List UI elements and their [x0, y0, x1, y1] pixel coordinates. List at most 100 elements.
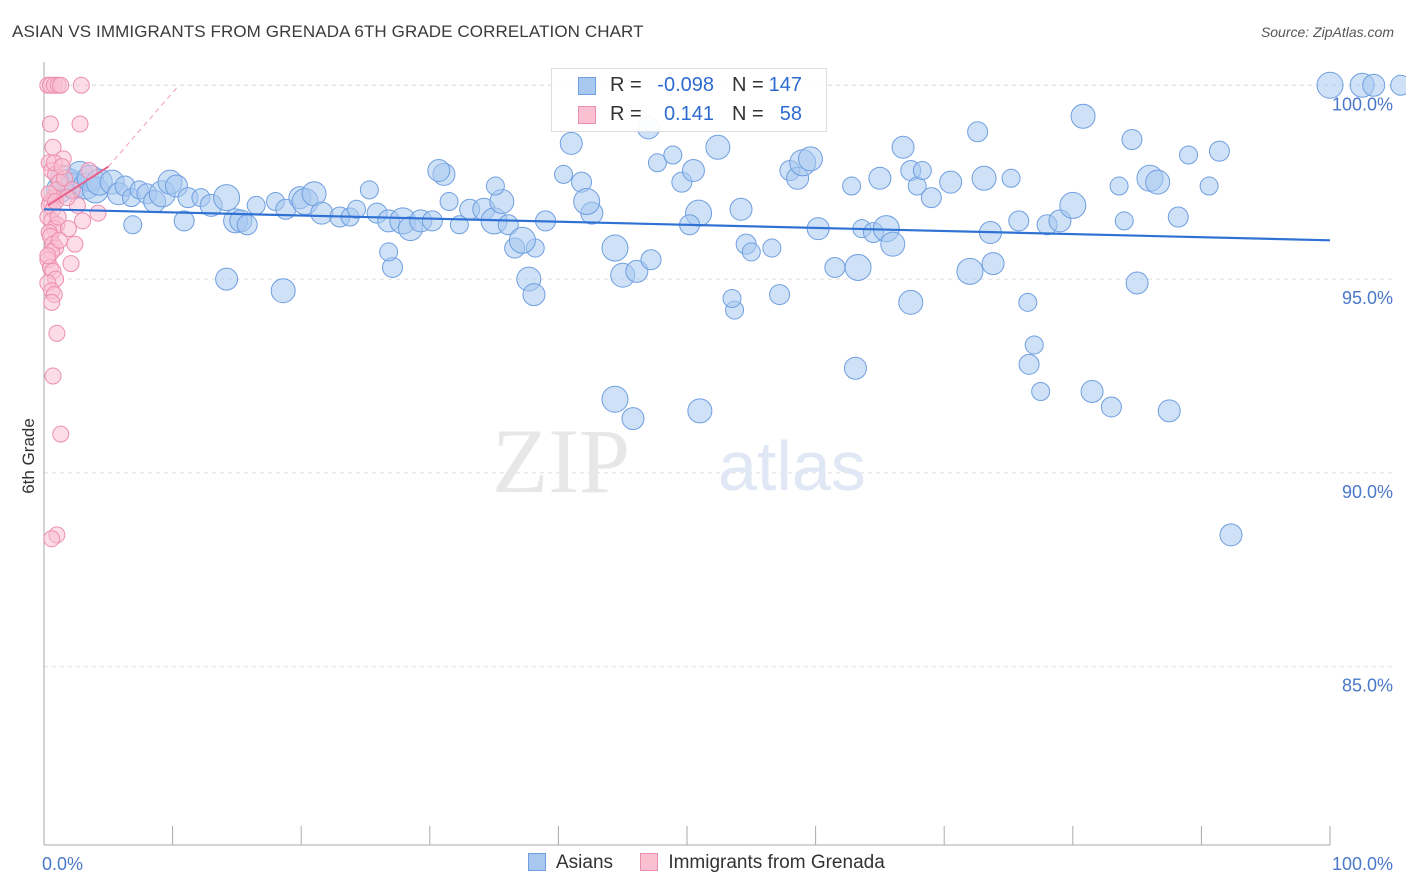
grenada-trend-line: [47, 165, 109, 207]
legend-r-value: -0.098: [657, 74, 714, 96]
asian-point: [573, 188, 601, 216]
asian-point: [1109, 176, 1129, 196]
asian-point: [797, 146, 823, 172]
y-tick-label: 95.0%: [1342, 288, 1393, 308]
legend-r-value: 0.141: [663, 103, 714, 125]
grenada-point: [44, 367, 62, 385]
trend-lines: [43, 84, 1331, 242]
source-credit: Source: ZipAtlas.com: [1260, 24, 1394, 40]
asian-point: [705, 134, 731, 160]
asian-point: [1157, 399, 1181, 423]
watermark: ZIP atlas: [492, 410, 866, 512]
asian-point: [729, 197, 753, 221]
tick-labels: 85.0% 90.0% 95.0% 100.0% 0.0% 100.0%: [42, 94, 1393, 874]
asian-point: [246, 195, 266, 215]
grenada-trend-extension: [107, 84, 180, 168]
asian-point: [1208, 140, 1230, 162]
asian-point: [554, 164, 574, 184]
asian-point: [956, 257, 984, 285]
legend-r-label: R =: [610, 103, 642, 125]
asian-point: [1145, 169, 1171, 195]
bottom-legend-swatch-asians: [528, 853, 546, 871]
asian-point: [1179, 145, 1199, 165]
asian-point: [310, 201, 334, 225]
asian-point: [359, 180, 379, 200]
legend-n-label: N =: [732, 74, 764, 96]
grenada-point: [62, 255, 80, 273]
asian-point: [1018, 292, 1038, 312]
asian-point: [880, 231, 906, 257]
asian-point: [1219, 523, 1243, 547]
bottom-legend: Asians Immigrants from Grenada: [528, 852, 907, 874]
grenada-point: [59, 220, 77, 238]
grenada-point: [43, 530, 61, 548]
chart-title: ASIAN VS IMMIGRANTS FROM GRENADA 6TH GRA…: [12, 22, 644, 41]
grenada-point: [89, 204, 107, 222]
legend-r-label: R =: [610, 74, 642, 96]
asian-point: [898, 289, 924, 315]
asian-point: [681, 159, 705, 183]
asian-point: [1059, 191, 1087, 219]
asian-point: [625, 259, 649, 283]
asian-point: [920, 187, 942, 209]
asian-point: [601, 234, 629, 262]
bottom-legend-grenada[interactable]: Immigrants from Grenada: [640, 852, 885, 874]
asian-point: [1008, 210, 1030, 232]
asian-point: [1114, 211, 1134, 231]
asian-point: [1070, 103, 1096, 129]
asian-point: [647, 153, 667, 173]
asian-point: [981, 252, 1005, 276]
legend-row-grenada: R = 0.141 N = 58: [552, 100, 826, 130]
asian-point: [421, 210, 443, 232]
asian-point: [769, 284, 791, 306]
y-tick-label: 90.0%: [1342, 482, 1393, 502]
legend-swatch-grenada: [578, 106, 596, 124]
asian-point: [559, 131, 583, 155]
bottom-legend-asians[interactable]: Asians: [528, 852, 613, 874]
asian-point: [741, 242, 761, 262]
asian-point: [1100, 396, 1122, 418]
asian-point: [1121, 129, 1143, 151]
asian-point: [971, 165, 997, 191]
asian-point: [1031, 381, 1051, 401]
asian-point: [663, 145, 683, 165]
grenada-point: [49, 208, 67, 226]
asian-point: [844, 253, 872, 281]
asian-point: [427, 159, 451, 183]
grenada-point: [52, 76, 70, 94]
asian-point: [1316, 71, 1344, 99]
bottom-legend-label-asians: Asians: [556, 852, 614, 873]
asian-point: [601, 385, 629, 413]
asian-point: [912, 161, 932, 181]
grenada-point: [66, 235, 84, 253]
grenada-point: [72, 76, 90, 94]
asian-point: [1024, 335, 1044, 355]
asian-point: [762, 238, 782, 258]
legend-row-asians: R = -0.098 N = 147: [552, 71, 826, 101]
asian-point: [1001, 168, 1021, 188]
asian-point: [1018, 353, 1040, 375]
asian-point: [508, 226, 536, 254]
asian-point: [1390, 74, 1406, 96]
grenada-point: [43, 293, 61, 311]
asian-point: [522, 283, 546, 307]
asian-point: [213, 184, 241, 212]
bottom-legend-swatch-grenada: [640, 853, 659, 871]
watermark-zip: ZIP: [492, 410, 630, 512]
asian-point: [1080, 379, 1104, 403]
asian-point: [967, 121, 989, 143]
legend-swatch-asians: [578, 77, 596, 95]
asian-point: [236, 214, 258, 236]
asian-point: [868, 166, 892, 190]
grenada-point: [41, 115, 59, 133]
y-tick-label: 100.0%: [1332, 94, 1393, 114]
y-axis-title: 6th Grade: [19, 418, 38, 494]
asian-point: [722, 288, 742, 308]
grenada-point: [74, 212, 92, 230]
asian-trend-line: [43, 208, 1331, 242]
asian-point: [687, 398, 713, 424]
grenada-points: [39, 76, 107, 548]
bottom-legend-label-grenada: Immigrants from Grenada: [668, 852, 885, 873]
asian-point: [346, 199, 366, 219]
